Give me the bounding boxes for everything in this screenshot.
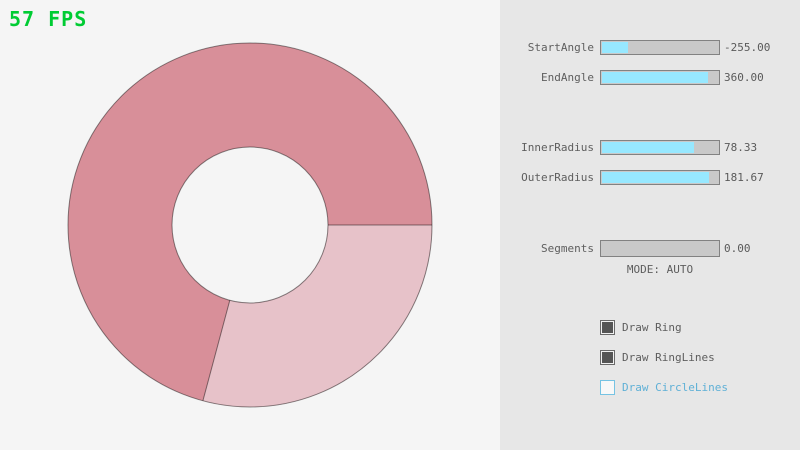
- control-panel: StartAngle -255.00 EndAngle 360.00 Inner…: [500, 0, 800, 450]
- slider-fill: [602, 72, 709, 83]
- slider-label: Segments: [541, 242, 594, 255]
- slider-row-outerradius: OuterRadius 181.67: [500, 170, 800, 185]
- endangle-slider[interactable]: [600, 70, 720, 85]
- slider-row-segments: Segments 0.00: [500, 240, 800, 257]
- mode-text: MODE: AUTO: [626, 263, 694, 276]
- ring-chart: [67, 42, 433, 408]
- canvas-area: 57 FPS: [9, 7, 433, 408]
- slider-value: 360.00: [724, 71, 764, 84]
- slider-value: 78.33: [724, 141, 758, 154]
- fps-counter: 57 FPS: [9, 7, 88, 31]
- outerradius-slider[interactable]: [600, 170, 720, 185]
- ring-single-sector: [202, 225, 433, 408]
- checkbox-draw-ring[interactable]: [600, 320, 615, 335]
- checkbox-label: Draw CircleLines: [622, 381, 728, 394]
- checkbox-label: Draw Ring: [622, 321, 682, 334]
- slider-row-innerradius: InnerRadius 78.33: [500, 140, 800, 155]
- ring-outline: [67, 42, 433, 408]
- check-mark: [602, 382, 613, 393]
- checkbox-label: Draw RingLines: [622, 351, 715, 364]
- slider-row-startangle: StartAngle -255.00: [500, 40, 800, 55]
- checkbox-draw-circlelines[interactable]: [600, 380, 615, 395]
- slider-label: EndAngle: [541, 71, 594, 84]
- slider-value: 181.67: [724, 171, 764, 184]
- slider-label: StartAngle: [527, 41, 594, 54]
- slider-label: OuterRadius: [521, 171, 594, 184]
- slider-fill: [602, 42, 628, 53]
- slider-value: 0.00: [724, 242, 751, 255]
- checkbox-draw-ringlines[interactable]: [600, 350, 615, 365]
- slider-row-endangle: EndAngle 360.00: [500, 70, 800, 85]
- check-mark: [602, 322, 613, 333]
- slider-label: InnerRadius: [521, 141, 594, 154]
- innerradius-slider[interactable]: [600, 140, 720, 155]
- slider-fill: [602, 142, 695, 153]
- check-mark: [602, 352, 613, 363]
- slider-fill: [602, 172, 710, 183]
- segments-slider[interactable]: [600, 240, 720, 257]
- slider-value: -255.00: [724, 41, 771, 54]
- startangle-slider[interactable]: [600, 40, 720, 55]
